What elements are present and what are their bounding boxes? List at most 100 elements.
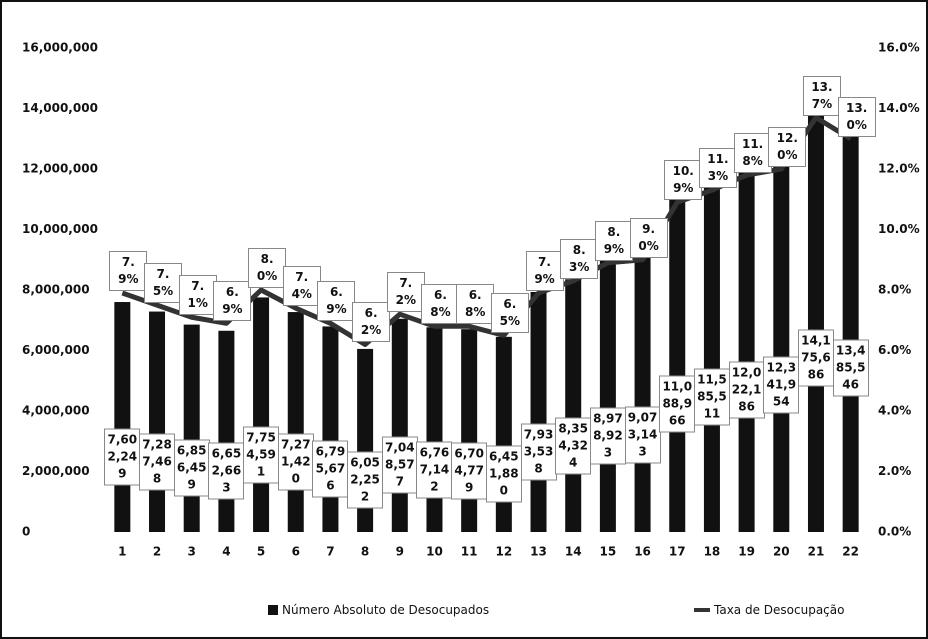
y-tick-label: 10,000,000 xyxy=(22,222,98,236)
rate-label: 6.8% xyxy=(421,284,460,325)
x-tick-label: 22 xyxy=(842,545,859,559)
legend-label: Número Absoluto de Desocupados xyxy=(282,603,490,617)
y-tick-label: 12,000,000 xyxy=(22,162,98,176)
y2-tick-label: 4.0% xyxy=(878,404,911,418)
bar xyxy=(738,168,755,533)
rate-label: 9.0% xyxy=(629,217,668,258)
y2-tick-label: 6.0% xyxy=(878,343,911,357)
value-label: 6,052,252 xyxy=(347,451,384,509)
bar xyxy=(530,292,547,532)
x-tick-label: 21 xyxy=(808,545,825,559)
value-label: 13,485,546 xyxy=(832,339,869,397)
bar xyxy=(461,329,478,532)
bar xyxy=(114,302,131,532)
bar xyxy=(599,260,616,532)
y2-tick-label: 10.0% xyxy=(878,222,920,236)
value-label: 7,754,591 xyxy=(243,426,280,484)
y-tick-label: 4,000,000 xyxy=(22,404,90,418)
rate-label: 6.5% xyxy=(490,293,529,334)
value-label: 14,175,686 xyxy=(797,329,834,387)
value-label: 11,585,511 xyxy=(693,368,730,426)
x-tick-label: 7 xyxy=(326,545,334,559)
bar xyxy=(287,312,304,532)
bar xyxy=(183,324,200,532)
rate-label: 7.5% xyxy=(144,263,183,304)
rate-label: 7.9% xyxy=(109,251,148,292)
y2-tick-label: 8.0% xyxy=(878,283,911,297)
rate-label: 7.2% xyxy=(386,272,425,313)
y2-tick-label: 12.0% xyxy=(878,162,920,176)
rate-label: 6.9% xyxy=(213,281,252,322)
value-label: 11,088,966 xyxy=(659,375,696,433)
y2-tick-label: 16.0% xyxy=(878,41,920,55)
rate-label: 10.9% xyxy=(664,160,703,201)
rate-label: 13.7% xyxy=(802,75,841,116)
value-label: 12,022,186 xyxy=(728,361,765,419)
rate-label: 8.3% xyxy=(560,238,599,279)
x-tick-label: 17 xyxy=(669,545,686,559)
value-label: 6,795,676 xyxy=(312,440,349,498)
value-label: 7,287,468 xyxy=(139,433,176,491)
bar xyxy=(149,311,166,532)
x-tick-label: 13 xyxy=(530,545,547,559)
rate-label: 6.8% xyxy=(456,284,495,325)
rate-label: 7.9% xyxy=(525,251,564,292)
value-label: 7,048,577 xyxy=(381,436,418,494)
x-tick-label: 1 xyxy=(118,545,126,559)
x-tick-label: 20 xyxy=(773,545,790,559)
bar xyxy=(807,103,824,533)
rate-label: 11.3% xyxy=(698,148,737,189)
y-tick-label: 8,000,000 xyxy=(22,283,90,297)
value-label: 9,073,143 xyxy=(624,406,661,464)
bar xyxy=(773,158,790,533)
y2-tick-label: 0.0% xyxy=(878,525,911,539)
legend-key xyxy=(694,608,710,612)
bar xyxy=(218,330,235,532)
y-tick-label: 0 xyxy=(22,525,30,539)
value-label: 6,451,880 xyxy=(485,445,522,503)
value-label: 6,704,779 xyxy=(451,442,488,500)
rate-label: 8.9% xyxy=(594,220,633,261)
x-tick-label: 10 xyxy=(426,545,443,559)
value-label: 7,271,420 xyxy=(277,433,314,491)
x-tick-label: 4 xyxy=(222,545,230,559)
x-tick-label: 9 xyxy=(396,545,404,559)
value-label: 8,354,324 xyxy=(555,417,592,475)
bar xyxy=(391,318,408,532)
legend-key xyxy=(268,605,278,615)
y2-tick-label: 2.0% xyxy=(878,464,911,478)
x-tick-label: 5 xyxy=(257,545,265,559)
legend-item: Taxa de Desocupação xyxy=(694,603,844,617)
rate-label: 13.0% xyxy=(837,96,876,137)
bar xyxy=(426,327,443,532)
rate-label: 6.9% xyxy=(317,281,356,322)
y-tick-label: 14,000,000 xyxy=(22,101,98,115)
x-tick-label: 16 xyxy=(634,545,651,559)
x-tick-label: 19 xyxy=(738,545,755,559)
rate-label: 11.8% xyxy=(733,133,772,174)
value-label: 7,602,249 xyxy=(104,428,141,486)
rate-label: 7.4% xyxy=(282,266,321,307)
value-label: 12,341,954 xyxy=(763,356,800,414)
legend-label: Taxa de Desocupação xyxy=(714,603,845,617)
bar xyxy=(634,257,651,532)
bar xyxy=(253,297,270,532)
y-tick-label: 16,000,000 xyxy=(22,41,98,55)
value-label: 6,856,459 xyxy=(173,439,210,497)
y2-tick-label: 14.0% xyxy=(878,101,920,115)
y-tick-label: 6,000,000 xyxy=(22,343,90,357)
x-tick-label: 18 xyxy=(704,545,721,559)
x-tick-label: 6 xyxy=(292,545,300,559)
x-tick-label: 14 xyxy=(565,545,582,559)
rate-label: 6.2% xyxy=(352,302,391,343)
value-label: 6,767,142 xyxy=(416,441,453,499)
bar xyxy=(322,326,339,532)
x-tick-label: 15 xyxy=(600,545,617,559)
bar xyxy=(703,181,720,532)
value-label: 6,652,663 xyxy=(208,442,245,500)
x-tick-label: 8 xyxy=(361,545,369,559)
y-tick-label: 2,000,000 xyxy=(22,464,90,478)
legend-item: Número Absoluto de Desocupados xyxy=(268,603,489,617)
